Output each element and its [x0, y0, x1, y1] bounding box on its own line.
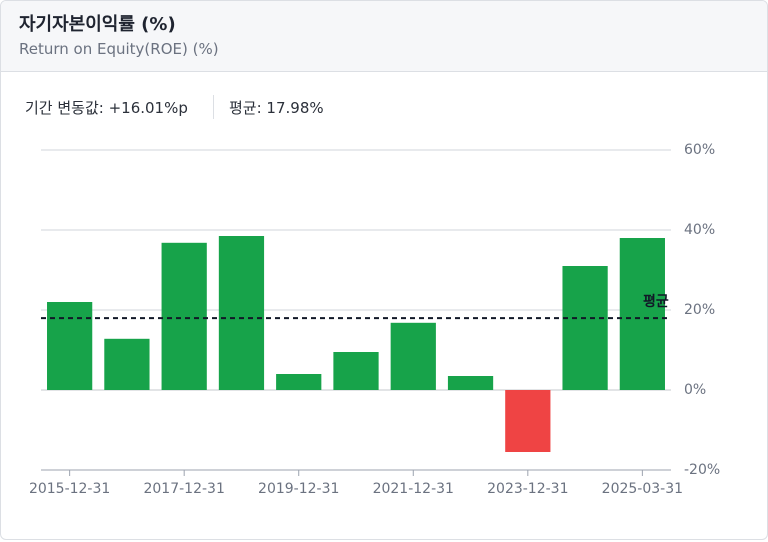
bar [47, 302, 93, 390]
bar [562, 266, 608, 390]
bar [161, 242, 207, 390]
x-tick-label: 2025-03-31 [602, 481, 683, 497]
bar [619, 238, 665, 390]
y-tick-label: 20% [684, 302, 715, 318]
y-tick-label: 60% [684, 142, 715, 158]
bar [333, 352, 379, 390]
bar [104, 338, 150, 390]
y-tick-label: -20% [684, 462, 720, 478]
header: 자기자본이익률 (%) Return on Equity(ROE) (%) [1, 1, 767, 72]
summary-change: 기간 변동값: +16.01%p [25, 99, 188, 117]
y-tick-label: 40% [684, 222, 715, 238]
y-tick-label: 0% [684, 382, 706, 398]
bar [218, 236, 265, 390]
average-label: 평균 [643, 293, 669, 310]
subtitle: Return on Equity(ROE) (%) [19, 40, 219, 58]
bar [276, 374, 322, 390]
separator [213, 95, 214, 119]
x-tick-label: 2021-12-31 [373, 481, 454, 497]
x-tick-label: 2019-12-31 [258, 481, 339, 497]
bar [447, 376, 494, 390]
summary-average: 평균: 17.98% [229, 99, 324, 117]
bar [390, 322, 436, 390]
x-tick-label: 2023-12-31 [487, 481, 568, 497]
x-tick-label: 2017-12-31 [143, 481, 224, 497]
title: 자기자본이익률 (%) [19, 14, 176, 35]
bar [505, 390, 551, 452]
x-tick-label: 2015-12-31 [29, 481, 110, 497]
